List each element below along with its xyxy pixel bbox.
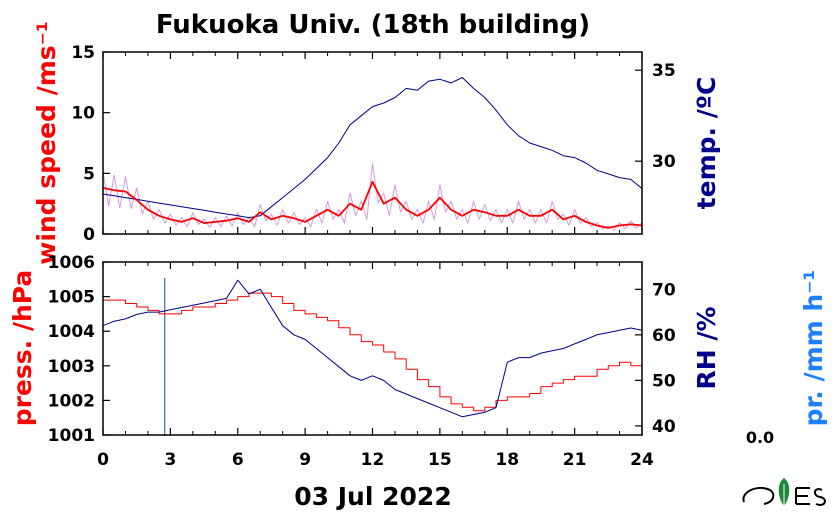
rh-axis-label: RH /% [692,306,721,389]
wind-speed-line [102,180,643,229]
date-label: 03 Jul 2022 [294,482,451,511]
bottom-left-tick-label: 1002 [48,391,95,411]
top-left-ticks: 0 5 10 15 [71,43,110,245]
precip-value: 0.0 [746,428,774,447]
bottom-right-tick-label: 60 [652,326,676,346]
bottom-panel: 1001 1002 1003 1004 1005 1006 40 50 60 70 0 3 6 9 12… [8,253,828,470]
pressure-axis-label: press. /hPa [8,270,37,427]
wind-axis-label: wind speed /ms⁻¹ [32,21,61,265]
bottom-series-layer [102,279,643,418]
x-tick-label: 18 [495,450,519,470]
x-tick-label: 6 [232,450,244,470]
bottom-x-ticks: 0 3 6 9 12 15 18 21 24 [97,262,654,470]
wind-gust-line [102,163,643,231]
bottom-right-tick-label: 40 [652,417,676,437]
top-right-ticks: 30 35 [635,61,676,172]
top-wind-raw-series [102,163,643,231]
cres-leaf-logo-icon [742,478,826,506]
bottom-left-tick-label: 1003 [48,357,95,377]
bottom-right-tick-label: 50 [652,371,676,391]
top-panel: 0 5 10 15 30 35 wind speed /ms⁻¹ temp. /ºC [32,21,721,265]
top-series-layer [102,77,643,229]
bottom-left-tick-label: 1001 [48,426,95,446]
chart-title: Fukuoka Univ. (18th building) [156,10,590,40]
x-tick-label: 0 [97,450,109,470]
bottom-right-tick-label: 70 [652,280,676,300]
precip-axis-label: pr. /mm h⁻¹ [799,270,828,427]
x-tick-label: 12 [361,450,385,470]
x-tick-label: 15 [428,450,452,470]
temperature-line [102,77,643,219]
top-x-ticks [102,52,643,234]
bottom-left-tick-label: 1005 [48,288,95,308]
humidity-line [102,279,643,418]
top-right-tick-label: 35 [652,61,676,81]
pressure-line [103,292,643,412]
top-left-tick-label: 15 [71,43,95,63]
x-tick-label: 9 [299,450,311,470]
bottom-right-ticks: 40 50 60 70 [635,280,676,437]
top-right-tick-label: 30 [652,152,676,172]
bottom-left-tick-label: 1004 [48,322,95,342]
bottom-left-tick-label: 1006 [48,253,95,273]
top-left-tick-label: 5 [83,164,95,184]
x-tick-label: 24 [630,450,654,470]
bottom-left-ticks: 1001 1002 1003 1004 1005 1006 [48,253,110,446]
top-left-tick-label: 0 [83,225,95,245]
x-tick-label: 21 [563,450,587,470]
temp-axis-label: temp. /ºC [692,77,721,210]
x-tick-label: 3 [164,450,176,470]
top-left-tick-label: 10 [71,104,95,124]
